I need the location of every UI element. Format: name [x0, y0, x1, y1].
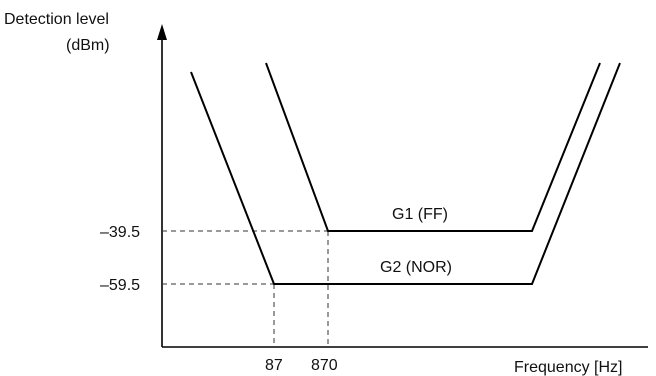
y-tick-label: –59.5: [100, 277, 140, 294]
x-tick-label: 870: [311, 357, 338, 374]
series-g1-line: [265, 62, 601, 232]
x-tick-label: 87: [265, 357, 283, 374]
y-axis-title-line1: Detection level: [4, 11, 109, 28]
y-axis-title-line2: (dBm): [66, 37, 110, 54]
series-label-g2: G2 (NOR): [380, 259, 452, 276]
series-g2-line: [190, 62, 621, 285]
y-axis-arrow: [157, 24, 167, 40]
x-axis-title: Frequency [Hz]: [514, 359, 622, 376]
y-tick-label: –39.5: [100, 224, 140, 241]
series-label-g1: G1 (FF): [392, 206, 448, 223]
